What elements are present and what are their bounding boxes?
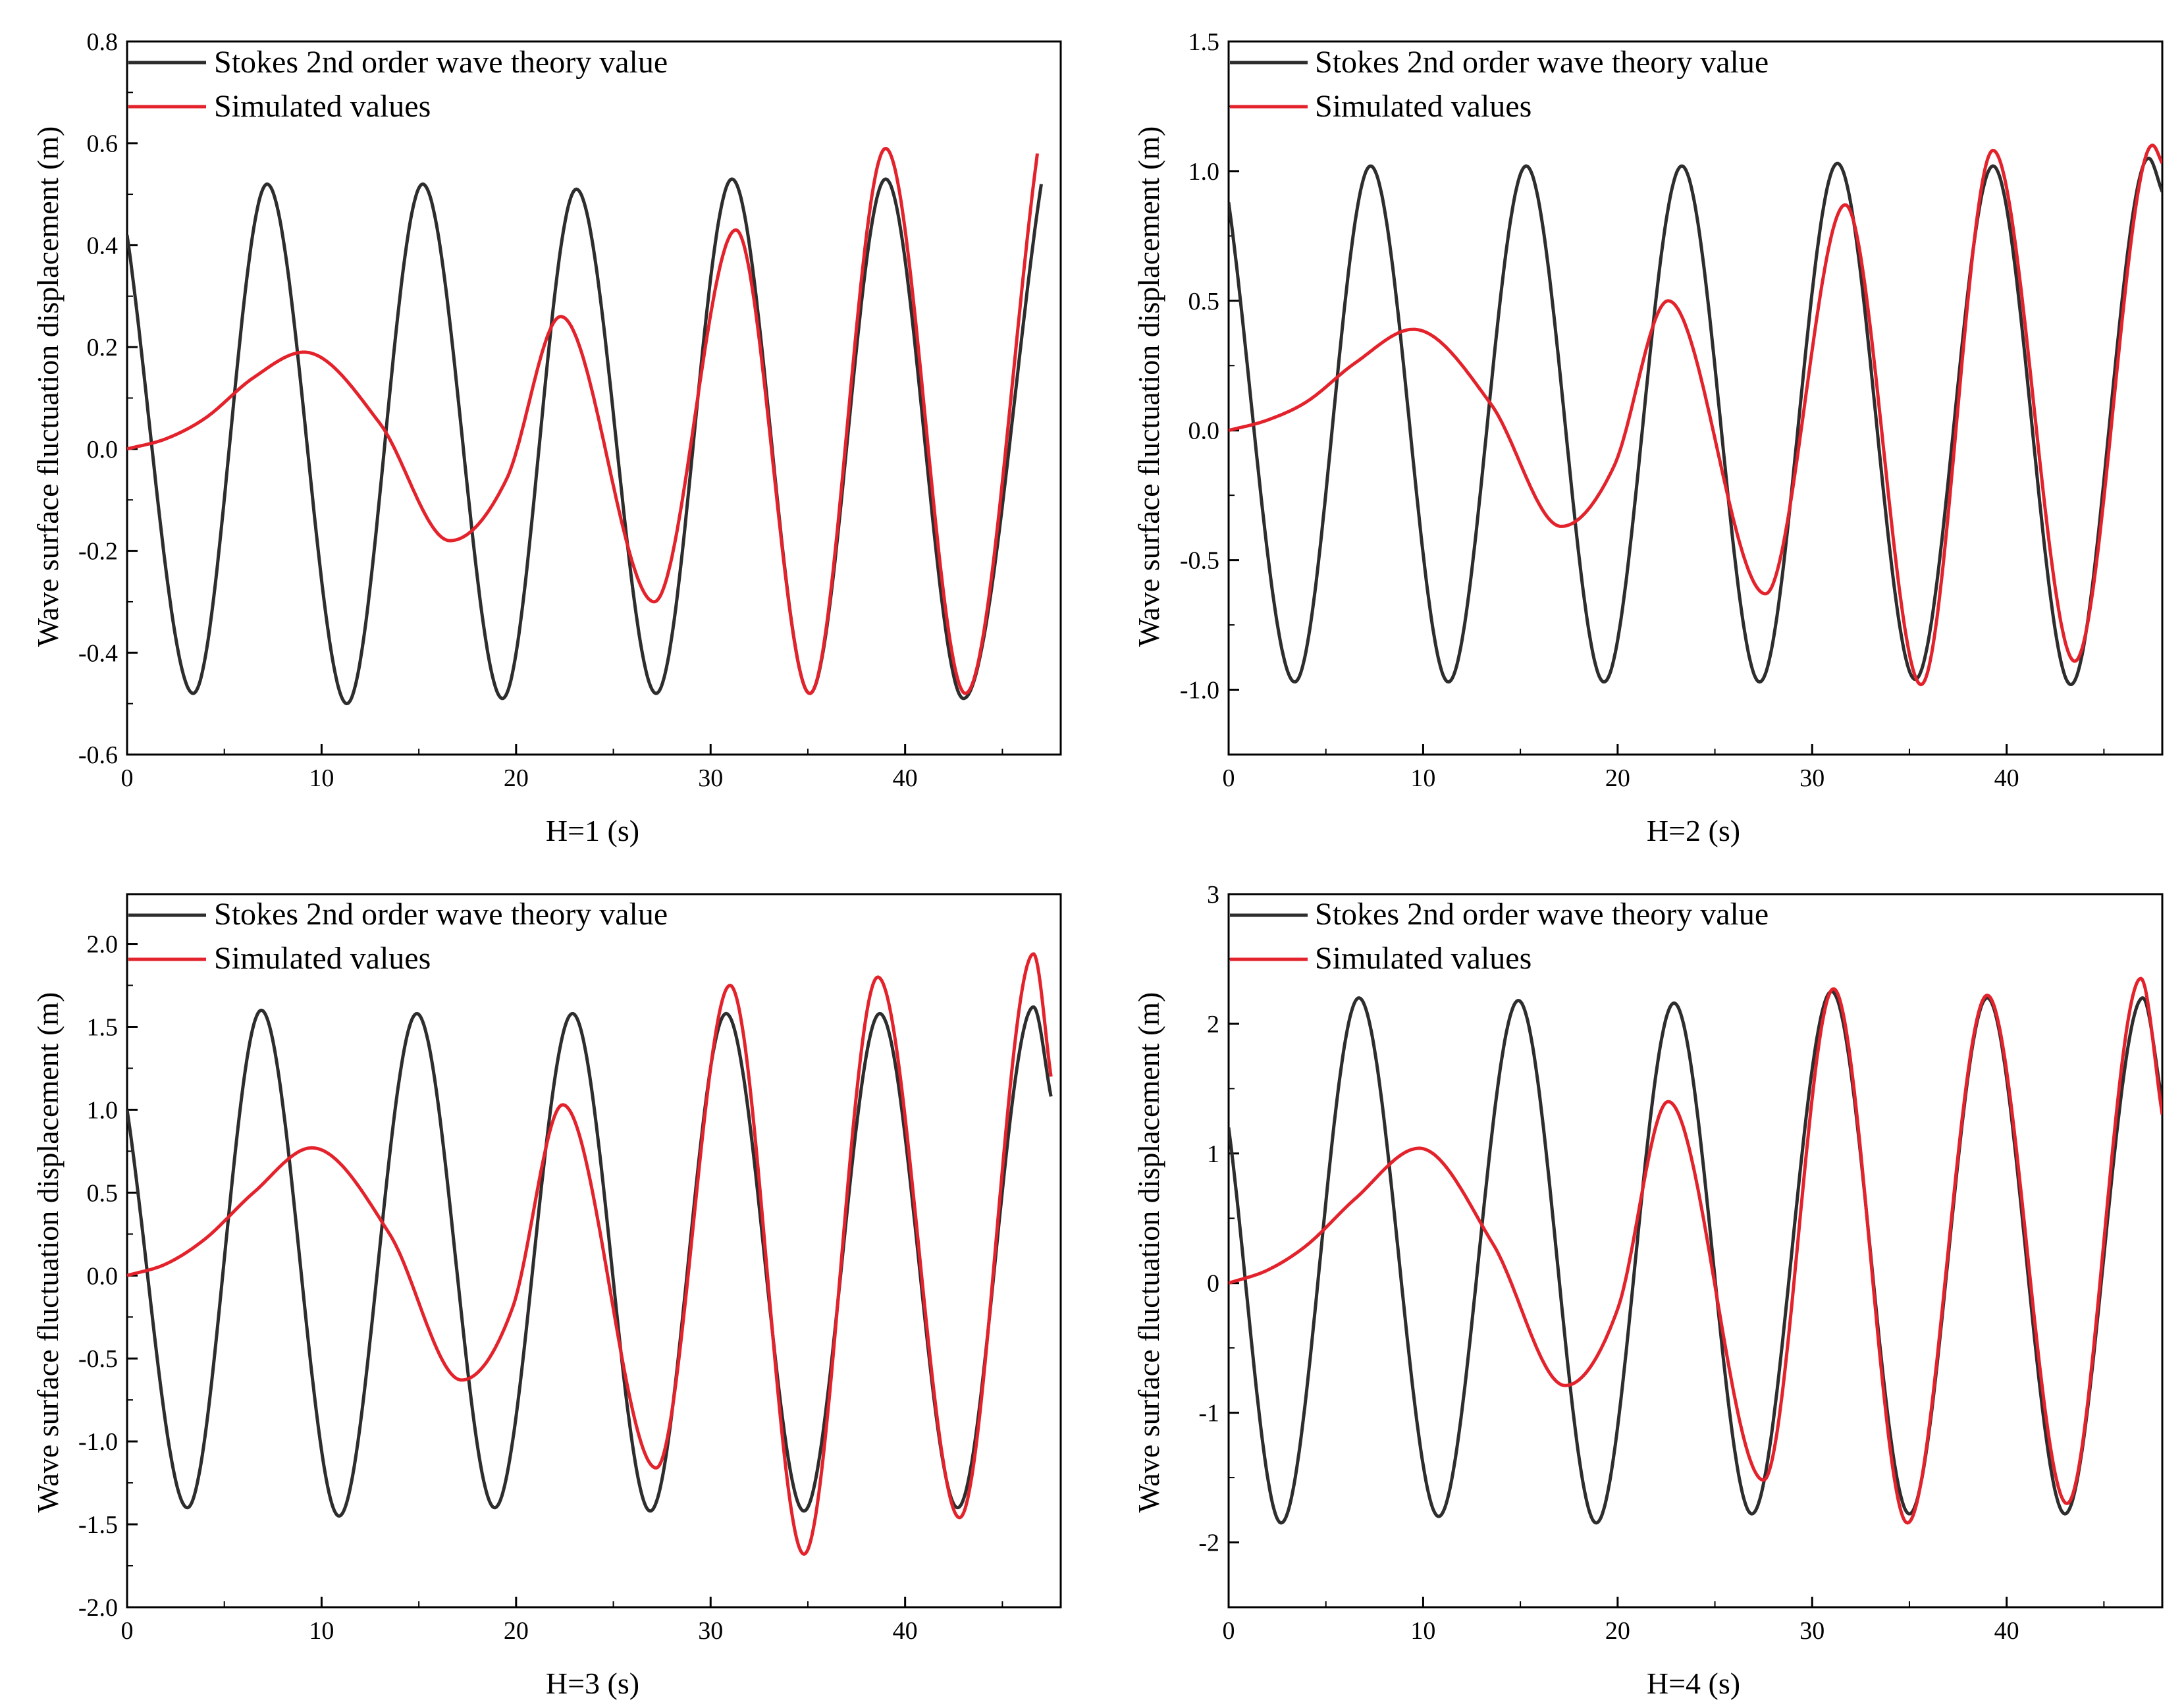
xlabel-h1: H=1 (s) (546, 814, 639, 847)
x-tick-label-h2: 30 (1799, 764, 1824, 792)
x-tick-label-h1: 10 (309, 764, 334, 792)
legend-h4-simulated-label: Simulated values (1315, 941, 1531, 976)
series-line-h3-simulated (127, 952, 1053, 1556)
series-line-h1-theory (127, 177, 1043, 706)
x-tick-label-h2: 40 (1994, 764, 2019, 792)
series-line-h1-simulated (127, 147, 1039, 695)
ylabel-h1: Wave surface fluctuation displacement (m… (31, 126, 65, 647)
panel-h2: Wave surface fluctuation displacement (m… (1132, 28, 2164, 847)
y-tick-label-h4: 2 (1207, 1011, 1219, 1038)
y-tick-label-h2: -0.5 (1180, 547, 1219, 575)
series-line-h2-simulated (1229, 144, 2162, 687)
panel-h4: Wave surface fluctuation displacement (m… (1132, 881, 2164, 1700)
y-tick-label-h3: -0.5 (78, 1345, 118, 1373)
y-tick-label-h4: -1 (1198, 1400, 1219, 1427)
y-tick-label-h3: 2.0 (87, 931, 119, 959)
legend-h1-theory-label: Stokes 2nd order wave theory value (214, 45, 668, 80)
series-line-h2-theory (1229, 156, 2162, 686)
panel-h1: Wave surface fluctuation displacement (m… (31, 28, 1062, 847)
y-tick-label-h3: -1.0 (78, 1428, 118, 1456)
x-tick-label-h4: 40 (1994, 1617, 2019, 1645)
y-tick-label-h1: 0.8 (87, 28, 119, 56)
y-tick-label-h3: 1.5 (87, 1013, 119, 1041)
y-tick-label-h1: 0.2 (87, 334, 119, 361)
y-tick-label-h1: 0.0 (87, 436, 119, 464)
x-tick-label-h4: 20 (1605, 1617, 1630, 1645)
legend-h3-simulated-label: Simulated values (214, 941, 431, 976)
y-tick-label-h3: 0.5 (87, 1179, 119, 1207)
xlabel-h4: H=4 (s) (1647, 1666, 1740, 1700)
xlabel-h3: H=3 (s) (546, 1666, 639, 1700)
y-tick-label-h3: 0.0 (87, 1262, 119, 1290)
legend-h4-theory-label: Stokes 2nd order wave theory value (1315, 897, 1769, 932)
xlabel-h2: H=2 (s) (1647, 814, 1740, 847)
x-tick-label-h3: 10 (309, 1617, 334, 1645)
x-tick-label-h2: 0 (1223, 764, 1235, 792)
series-line-h3-theory (127, 1005, 1053, 1518)
ylabel-h3: Wave surface fluctuation displacement (m… (31, 992, 65, 1513)
panel-h3: Wave surface fluctuation displacement (m… (31, 893, 1062, 1700)
ylabel-h2: Wave surface fluctuation displacement (m… (1132, 126, 1165, 647)
x-tick-label-h4: 30 (1799, 1617, 1824, 1645)
x-tick-label-h2: 10 (1410, 764, 1435, 792)
y-tick-label-h4: 0 (1207, 1270, 1219, 1298)
x-tick-label-h4: 10 (1410, 1617, 1435, 1645)
legend-h3-theory-label: Stokes 2nd order wave theory value (214, 897, 668, 932)
x-tick-label-h3: 0 (121, 1617, 134, 1645)
y-tick-label-h3: 1.0 (87, 1096, 119, 1124)
x-tick-label-h3: 20 (504, 1617, 529, 1645)
y-tick-label-h1: -0.2 (78, 538, 118, 566)
x-tick-label-h1: 20 (504, 764, 529, 792)
legend-h2-simulated-label: Simulated values (1315, 89, 1531, 124)
y-tick-label-h2: 0.0 (1188, 417, 1220, 445)
x-tick-label-h4: 0 (1223, 1617, 1235, 1645)
y-tick-label-h1: -0.4 (78, 639, 118, 667)
y-tick-label-h4: 3 (1207, 881, 1219, 909)
legend-h1-simulated-label: Simulated values (214, 89, 431, 124)
y-tick-label-h3: -2.0 (78, 1594, 118, 1622)
ylabel-h4: Wave surface fluctuation displacement (m… (1132, 992, 1165, 1513)
y-tick-label-h2: 0.5 (1188, 288, 1220, 315)
plot-frame-h2 (1227, 40, 2164, 756)
series-line-h4-simulated (1229, 976, 2162, 1525)
y-tick-label-h3: -1.5 (78, 1511, 118, 1539)
x-tick-label-h1: 40 (893, 764, 918, 792)
y-tick-label-h4: 1 (1207, 1140, 1219, 1168)
x-tick-label-h2: 20 (1605, 764, 1630, 792)
x-tick-label-h3: 30 (698, 1617, 723, 1645)
y-tick-label-h1: -0.6 (78, 741, 118, 769)
legend-h2-theory-label: Stokes 2nd order wave theory value (1315, 45, 1769, 80)
y-tick-label-h2: 1.0 (1188, 158, 1220, 186)
y-tick-label-h1: 0.6 (87, 130, 119, 158)
y-tick-label-h2: 1.5 (1188, 28, 1220, 56)
y-tick-label-h2: -1.0 (1180, 677, 1219, 705)
plot-frame-h4 (1227, 893, 2164, 1609)
x-tick-label-h3: 40 (893, 1617, 918, 1645)
y-tick-label-h1: 0.4 (87, 232, 119, 259)
x-tick-label-h1: 0 (121, 764, 134, 792)
y-tick-label-h4: -2 (1198, 1530, 1219, 1557)
plot-frame-h3 (126, 893, 1062, 1609)
x-tick-label-h1: 30 (698, 764, 723, 792)
